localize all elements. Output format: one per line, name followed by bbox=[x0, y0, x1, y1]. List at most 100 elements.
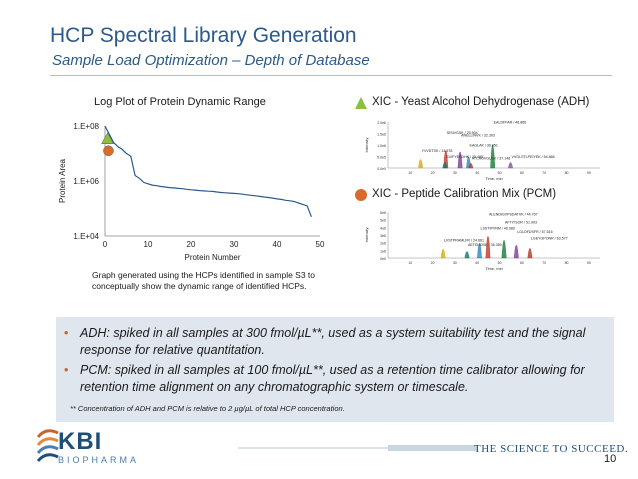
footnote: ** Concentration of ADH and PCM is relat… bbox=[70, 404, 345, 413]
xic-peak bbox=[457, 151, 463, 169]
xic-x-tick: 90 bbox=[587, 171, 591, 175]
xic-y-tick: 5e6 bbox=[380, 219, 386, 223]
notes-box: • ADH: spiked in all samples at 300 fmol… bbox=[56, 317, 614, 422]
xic-peak bbox=[490, 144, 496, 169]
dynamic-range-plot-title: Log Plot of Protein Dynamic Range bbox=[94, 96, 266, 108]
xic-peak bbox=[440, 248, 446, 259]
y-axis-label: Protein Area bbox=[58, 158, 67, 203]
xic-peak bbox=[477, 243, 482, 259]
xic-adh-chart: 0.0e0 5.0e5 1.0e6 1.5e6 2.0e6 10 20 30 40 50 60 70 8… bbox=[364, 120, 600, 181]
xic-adh-heading-row: XIC - Yeast Alcohol Dehydrogenase (ADH) bbox=[355, 96, 590, 109]
xic-peak-label: LGLDFDSFR / 57.516 bbox=[517, 230, 552, 234]
xic-pcm-chart: 0e0 1e6 2e6 3e6 4e6 5e6 6e6 10 20 30 40 50 60 70 80 90 I… bbox=[364, 211, 600, 271]
xic-peak bbox=[508, 162, 513, 169]
xic-peak-label: LSSTIPVNM / 40.989 bbox=[480, 226, 514, 230]
title-rule bbox=[50, 75, 612, 76]
xic-y-tick: 0.0e0 bbox=[377, 167, 386, 171]
xic-x-tick: 50 bbox=[498, 171, 502, 175]
bullet-pcm: • PCM: spiked in all samples at 100 fmol… bbox=[64, 362, 606, 396]
xic-y-tick: 2e6 bbox=[380, 242, 386, 246]
circle-marker-icon bbox=[355, 189, 367, 201]
xic-y-tick: 0e0 bbox=[380, 257, 386, 261]
xic-peak-label: ATCAGVGLGK / 37.148 bbox=[472, 157, 510, 161]
x-tick-label: 50 bbox=[316, 240, 325, 249]
slide-subtitle: Sample Load Optimization – Depth of Data… bbox=[52, 52, 370, 69]
xic-y-tick: 4e6 bbox=[380, 226, 386, 230]
kbi-logo-icon bbox=[36, 429, 59, 462]
xic-x-label: Time, min bbox=[485, 266, 502, 271]
page-number: 10 bbox=[604, 453, 617, 465]
adh-marker bbox=[101, 132, 115, 144]
xic-peak-label: ANELLINVK / 32.303 bbox=[461, 134, 495, 138]
xic-peak bbox=[464, 251, 470, 259]
x-tick-label: 30 bbox=[230, 240, 239, 249]
xic-y-tick: 6e6 bbox=[380, 211, 386, 215]
x-tick-label: 20 bbox=[187, 240, 196, 249]
dynamic-range-caption: Graph generated using the HCPs identifie… bbox=[92, 270, 316, 291]
y-tick-label: 1.E+06 bbox=[73, 177, 99, 186]
x-axis-label: Protein Number bbox=[184, 253, 240, 262]
xic-y-tick: 2.0e6 bbox=[377, 121, 386, 125]
xic-x-label: Time, min bbox=[485, 176, 502, 181]
xic-peak-label: SISIVGSK / 25.904 bbox=[447, 131, 478, 135]
xic-peak-label: YVVDTSK / 14.578 bbox=[422, 149, 453, 153]
xic-adh-heading: XIC - Yeast Alcohol Dehydrogenase (ADH) bbox=[372, 96, 590, 108]
xic-pcm-heading-row: XIC - Peptide Calibration Mix (PCM) bbox=[355, 188, 557, 201]
xic-peak bbox=[485, 236, 491, 259]
xic-peak-label: GVIFYESDHK / 25.485 bbox=[446, 155, 483, 159]
logo-subtext: BIOPHARMA bbox=[58, 455, 140, 465]
xic-x-tick: 40 bbox=[475, 261, 479, 265]
dynamic-range-plot: 1.E+04 1.E+06 1.E+08 0 10 20 30 40 50 Protein Are… bbox=[58, 122, 325, 262]
xic-peak-label: EALDFFAR / 46.866 bbox=[494, 120, 527, 124]
x-tick-label: 10 bbox=[144, 240, 153, 249]
xic-x-tick: 90 bbox=[587, 261, 591, 265]
xic-x-tick: 70 bbox=[542, 171, 546, 175]
x-tick-label: 40 bbox=[273, 240, 282, 249]
xic-y-tick: 5.0e5 bbox=[377, 156, 386, 160]
slide-title: HCP Spectral Library Generation bbox=[50, 24, 357, 47]
xic-pcm-heading: XIC - Peptide Calibration Mix (PCM) bbox=[372, 188, 557, 200]
xic-peak-label: AFTIYSOR / 51.993 bbox=[505, 220, 537, 224]
bullet-dot-icon: • bbox=[64, 326, 69, 340]
xic-x-tick: 70 bbox=[542, 261, 546, 265]
xic-x-tick: 50 bbox=[498, 261, 502, 265]
xic-peak bbox=[501, 240, 507, 259]
decorative-stripe bbox=[238, 445, 478, 451]
bullet-adh-text: ADH: spiked in all samples at 300 fmol/µ… bbox=[80, 326, 586, 357]
triangle-marker-icon bbox=[355, 97, 367, 109]
xic-x-tick: 80 bbox=[565, 171, 569, 175]
xic-x-tick: 60 bbox=[520, 261, 524, 265]
xic-y-tick: 1e6 bbox=[380, 249, 386, 253]
bullet-pcm-text: PCM: spiked in all samples at 100 fmol/µ… bbox=[80, 363, 585, 394]
xic-x-tick: 80 bbox=[565, 261, 569, 265]
pcm-marker bbox=[103, 145, 114, 156]
xic-x-tick: 60 bbox=[520, 171, 524, 175]
xic-x-tick: 40 bbox=[475, 171, 479, 175]
xic-x-tick: 30 bbox=[453, 171, 457, 175]
tagline: THE SCIENCE TO SUCCEED. bbox=[474, 443, 629, 455]
xic-peak bbox=[418, 159, 424, 169]
xic-peak-label: AETELIDSK / 35.350 bbox=[468, 243, 502, 247]
dynamic-range-curve bbox=[104, 125, 312, 218]
xic-x-tick: 30 bbox=[453, 261, 457, 265]
xic-x-tick: 20 bbox=[431, 261, 435, 265]
xic-peak bbox=[527, 248, 533, 259]
xic-x-tick: 20 bbox=[431, 171, 435, 175]
y-tick-label: 1.E+04 bbox=[73, 232, 99, 241]
xic-x-tick: 10 bbox=[408, 171, 412, 175]
xic-y-label: Intensity bbox=[364, 138, 369, 153]
xic-peak-label: LVSTPRAMLFR / 24.661 bbox=[444, 238, 484, 242]
bullet-adh: • ADH: spiked in all samples at 300 fmol… bbox=[64, 325, 606, 359]
xic-y-tick: 1.5e6 bbox=[377, 133, 386, 137]
xic-y-tick: 3e6 bbox=[380, 234, 386, 238]
xic-peak-label: EAGLAK / 36.051 bbox=[470, 143, 498, 147]
y-tick-label: 1.E+08 bbox=[73, 122, 99, 131]
xic-y-label: Intensity bbox=[364, 228, 369, 243]
x-tick-label: 0 bbox=[103, 240, 108, 249]
xic-peak-label: LGEYGPONR / 63.577 bbox=[531, 237, 568, 241]
logo-text: KBI bbox=[58, 428, 103, 455]
xic-peak bbox=[513, 244, 519, 259]
xic-peak-label: VVGLSTLPEIYEK / 54.866 bbox=[512, 155, 555, 159]
xic-peak bbox=[442, 162, 448, 169]
xic-x-tick: 10 bbox=[408, 261, 412, 265]
